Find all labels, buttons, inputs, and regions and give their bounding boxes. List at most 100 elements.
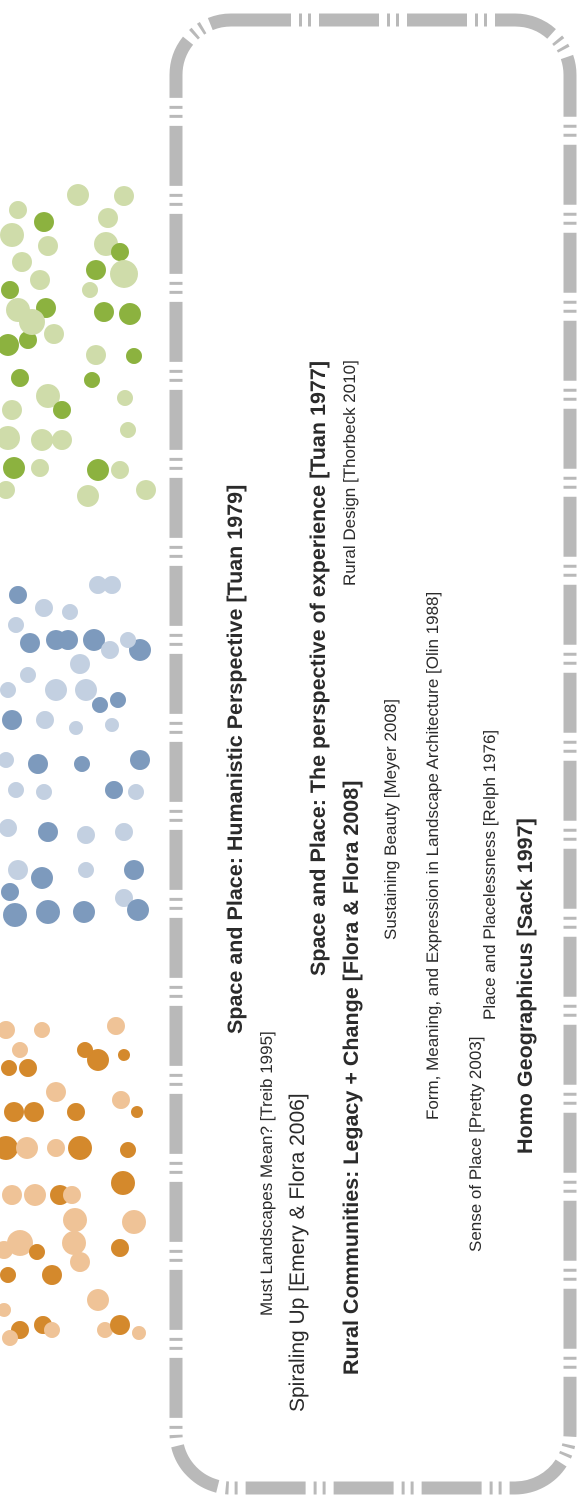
dot [8, 860, 28, 880]
dot [124, 860, 144, 880]
dot [131, 1106, 143, 1118]
dot [75, 679, 97, 701]
dot [120, 632, 136, 648]
dot [83, 629, 105, 651]
dot [111, 1239, 129, 1257]
dot [36, 784, 52, 800]
blue-dot-cluster [0, 576, 151, 927]
dot [107, 1017, 125, 1035]
dot [0, 1303, 11, 1317]
dot [132, 1326, 146, 1340]
dot [19, 331, 37, 349]
dot [89, 576, 107, 594]
dot [1, 1060, 17, 1076]
dot [1, 281, 19, 299]
dot [112, 1091, 130, 1109]
citation-tuan-1979: Space and Place: Humanistic Perspective … [223, 485, 247, 1034]
citation-meyer-2008: Sustaining Beauty [Meyer 2008] [381, 699, 400, 940]
dot [16, 1137, 38, 1159]
dot [110, 692, 126, 708]
dot [111, 243, 129, 261]
dot [128, 784, 144, 800]
citation-pretty-2003: Sense of Place [Pretty 2003] [466, 1037, 485, 1252]
dot [110, 1315, 130, 1335]
dot [63, 1186, 81, 1204]
dot [45, 679, 67, 701]
dot [19, 1059, 37, 1077]
dot [4, 1102, 24, 1122]
dot [77, 485, 99, 507]
citation-olin-1988: Form, Meaning, and Expression in Landsca… [423, 592, 442, 1120]
dot [98, 208, 118, 228]
dot [53, 401, 71, 419]
dot [87, 1289, 109, 1311]
dot [103, 576, 121, 594]
dot [0, 819, 17, 837]
dot [119, 303, 141, 325]
citation-flora-flora-2008: Rural Communities: Legacy + Change [Flor… [339, 781, 363, 1375]
dot [20, 633, 40, 653]
dot [84, 372, 100, 388]
dot [3, 903, 27, 927]
dot [2, 710, 22, 730]
dot [78, 862, 94, 878]
frame-border [169, 13, 577, 1495]
dot [31, 867, 53, 889]
dot [0, 481, 15, 499]
dot [3, 457, 25, 479]
dot [86, 260, 106, 280]
orange-dot-cluster [0, 1017, 146, 1346]
dot [101, 641, 119, 659]
dot [70, 654, 90, 674]
dot [82, 282, 98, 298]
dot [2, 1185, 22, 1205]
citation-tuan-1977: Space and Place: The perspective of expe… [306, 361, 330, 976]
dashed-frame [169, 13, 577, 1495]
dot [94, 302, 114, 322]
dot [2, 400, 22, 420]
citation-list: Space and Place: Humanistic Perspective … [223, 360, 537, 1412]
dot [20, 667, 36, 683]
dot [62, 604, 78, 620]
dot [68, 1136, 92, 1160]
dot [0, 752, 14, 768]
dot [31, 459, 49, 477]
citation-relph-1976: Place and Placelessness [Relph 1976] [480, 730, 499, 1020]
dot [0, 334, 19, 356]
dot [87, 459, 109, 481]
dot [110, 260, 138, 288]
dot [34, 1022, 50, 1038]
dot [118, 1049, 130, 1061]
dot [77, 1042, 93, 1058]
dot [46, 1082, 66, 1102]
dot [38, 236, 58, 256]
dot [127, 899, 149, 921]
dot [36, 384, 60, 408]
green-dot-cluster [0, 184, 156, 507]
dot [111, 1171, 135, 1195]
dot [24, 1102, 44, 1122]
citation-treib-1995: Must Landscapes Mean? [Treib 1995] [257, 1031, 276, 1316]
citation-sack-1997: Homo Geographicus [Sack 1997] [513, 818, 537, 1154]
dot [1, 883, 19, 901]
dot [105, 718, 119, 732]
dot [87, 1049, 109, 1071]
dot [67, 184, 89, 206]
citation-thorbeck-2010: Rural Design [Thorbeck 2010] [340, 360, 359, 586]
dot [73, 901, 95, 923]
dot [0, 1241, 13, 1259]
dot [31, 429, 53, 451]
dot [97, 1322, 113, 1338]
dot [136, 480, 156, 500]
dot [47, 1139, 65, 1157]
dot [38, 822, 58, 842]
dot [19, 309, 45, 335]
dot [8, 782, 24, 798]
dot [117, 390, 133, 406]
dot [0, 682, 16, 698]
dot [9, 201, 27, 219]
dot [115, 889, 133, 907]
dot [36, 900, 60, 924]
dot [9, 586, 27, 604]
